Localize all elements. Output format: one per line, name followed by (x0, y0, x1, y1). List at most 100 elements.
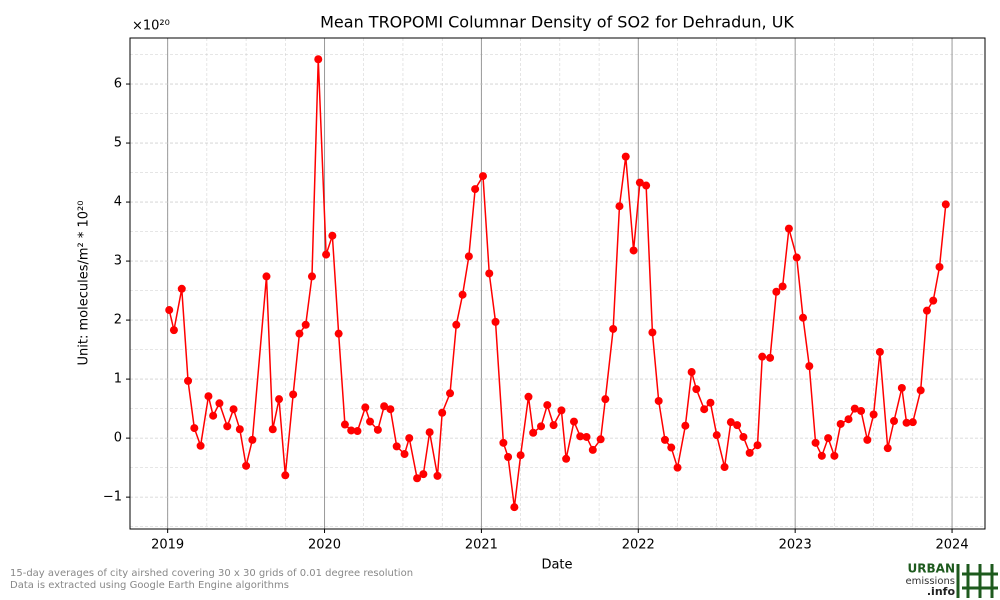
x-tick-label: 2019 (151, 538, 184, 553)
data-point (869, 410, 878, 419)
data-point (805, 362, 814, 371)
logo-text: .info (927, 585, 956, 598)
data-point (941, 200, 950, 209)
data-point (405, 434, 414, 443)
x-tick-label: 2024 (936, 538, 969, 553)
data-point (543, 401, 552, 410)
data-point (562, 454, 571, 463)
data-point (438, 408, 447, 417)
data-point (830, 451, 839, 460)
data-point (223, 422, 232, 431)
footnote: 15-day averages of city airshed covering… (10, 568, 413, 579)
data-point (739, 432, 748, 441)
x-tick-label: 2022 (622, 538, 655, 553)
data-point (485, 269, 494, 278)
data-point (673, 463, 682, 472)
data-point (361, 403, 370, 412)
data-point (799, 313, 808, 322)
data-point (601, 395, 610, 404)
data-point (712, 431, 721, 440)
data-point (314, 55, 323, 64)
logo-text: URBAN (908, 562, 955, 576)
data-point (753, 441, 762, 450)
data-point (184, 376, 193, 385)
data-point (549, 421, 558, 430)
y-tick-label: 4 (114, 195, 122, 210)
data-point (875, 347, 884, 356)
data-point (353, 427, 362, 436)
data-point (844, 415, 853, 424)
data-point (863, 435, 872, 444)
data-point (452, 320, 461, 329)
data-point (811, 438, 820, 447)
data-point (478, 172, 487, 181)
data-point (648, 328, 657, 337)
data-point (733, 421, 742, 430)
data-point (190, 424, 199, 433)
y-offset-label: ×10²⁰ (132, 19, 170, 34)
data-point (386, 405, 395, 414)
data-point (778, 282, 787, 291)
data-point (588, 445, 597, 454)
y-tick-label: 5 (114, 136, 122, 151)
data-point (687, 368, 696, 377)
data-point (516, 451, 525, 460)
data-point (929, 296, 938, 305)
data-point (165, 306, 174, 315)
data-point (609, 324, 618, 333)
data-point (322, 250, 331, 259)
y-tick-label: 3 (114, 254, 122, 269)
data-point (700, 405, 709, 414)
data-point (935, 262, 944, 271)
data-point (340, 420, 349, 429)
data-point (196, 441, 205, 450)
data-point (229, 405, 238, 414)
data-point (766, 353, 775, 362)
data-point (596, 435, 605, 444)
x-axis-label: Date (541, 558, 572, 573)
y-tick-label: 2 (114, 313, 122, 328)
y-tick-label: 1 (114, 372, 122, 387)
data-point (902, 418, 911, 427)
data-point (209, 411, 218, 420)
data-point (706, 398, 715, 407)
data-point (347, 426, 356, 435)
data-point (615, 202, 624, 211)
data-point (307, 272, 316, 281)
logo-text: emissions (905, 576, 955, 587)
data-point (281, 471, 290, 480)
data-point (248, 435, 257, 444)
data-point (772, 287, 781, 296)
data-point (328, 231, 337, 240)
data-point (537, 422, 546, 431)
data-point (262, 272, 271, 281)
data-point (366, 417, 375, 426)
data-point (446, 389, 455, 398)
data-point (635, 178, 644, 187)
chart-title: Mean TROPOMI Columnar Density of SO2 for… (320, 13, 794, 32)
data-point (464, 252, 473, 261)
y-axis-label: Unit: molecules/m² * 10²⁰ (77, 201, 92, 366)
data-point (499, 438, 508, 447)
data-point (857, 406, 866, 415)
data-point (433, 471, 442, 480)
data-point (720, 463, 729, 472)
data-point (660, 435, 669, 444)
data-point (824, 434, 833, 443)
data-point (504, 453, 513, 462)
data-point (471, 185, 480, 194)
x-tick-label: 2023 (779, 538, 812, 553)
data-point (295, 329, 304, 338)
data-point (621, 152, 630, 161)
data-point (529, 428, 538, 437)
data-point (890, 417, 899, 426)
data-point (215, 399, 224, 408)
data-point (758, 352, 767, 361)
data-point (576, 432, 585, 441)
plot-frame (129, 37, 986, 530)
data-point (792, 253, 801, 262)
x-tick-label: 2021 (465, 538, 498, 553)
data-point (334, 329, 343, 338)
data-point (301, 320, 310, 329)
